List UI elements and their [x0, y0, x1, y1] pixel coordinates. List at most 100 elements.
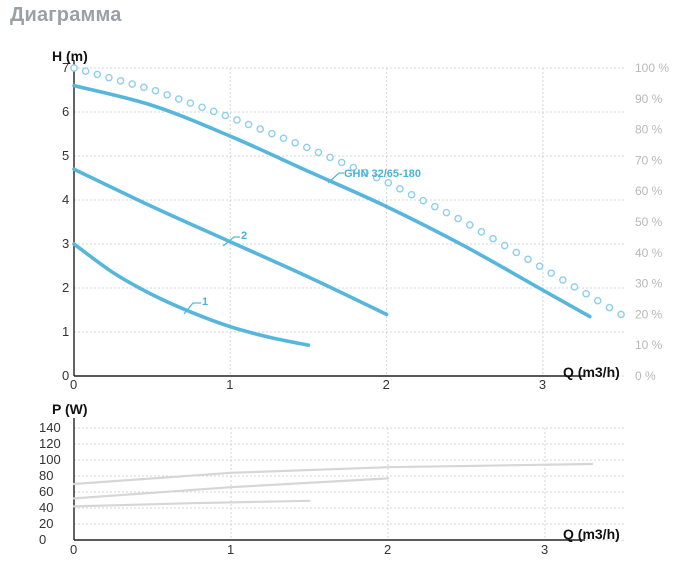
- efficiency-curve-point: [465, 221, 474, 229]
- efficiency-curve-point: [500, 241, 509, 250]
- efficiency-curve-point: [384, 179, 393, 187]
- efficiency-tick-label: 50 %: [635, 215, 663, 229]
- power-x-tick-label: 1: [227, 542, 234, 557]
- head-y-tick-label: 2: [62, 280, 69, 295]
- efficiency-curve-point: [268, 129, 276, 138]
- efficiency-tick-label: 20 %: [635, 307, 663, 321]
- efficiency-curve-point: [524, 255, 532, 264]
- efficiency-curve-point: [547, 269, 556, 277]
- efficiency-tick-label: 100 %: [635, 61, 669, 75]
- efficiency-tick-label: 70 %: [635, 153, 663, 167]
- head-curve-1: [72, 242, 311, 347]
- efficiency-curve-point: [489, 234, 497, 243]
- efficiency-curve-point: [198, 103, 206, 112]
- efficiency-curve-point: [93, 70, 102, 79]
- efficiency-curve-point: [81, 67, 90, 76]
- efficiency-curve-point: [419, 196, 427, 205]
- efficiency-curve-point: [442, 208, 451, 217]
- efficiency-tick-label: 10 %: [635, 338, 663, 352]
- head-x-axis-title: Q (m3/h): [563, 364, 620, 380]
- head-y-tick-label: 0: [62, 368, 69, 383]
- efficiency-tick-label: 40 %: [635, 246, 663, 260]
- efficiency-tick-label: 0 %: [635, 369, 656, 383]
- page-title: Диаграмма: [10, 4, 122, 26]
- head-y-tick-label: 7: [62, 60, 69, 75]
- efficiency-curve-point: [174, 95, 183, 103]
- power-x-axis-title: Q (m3/h): [563, 526, 620, 542]
- head-y-tick-label: 6: [62, 104, 69, 119]
- efficiency-curve-point: [233, 116, 241, 124]
- power-y-tick-label: 0: [39, 532, 46, 547]
- efficiency-curve-point: [396, 184, 404, 193]
- efficiency-curve-point: [593, 296, 602, 305]
- efficiency-curve-point: [477, 228, 486, 236]
- efficiency-tick-label: 60 %: [635, 184, 663, 198]
- head-x-tick-label: 2: [383, 377, 390, 392]
- curve-label-1: 1: [202, 296, 208, 308]
- efficiency-curve-point: [314, 148, 323, 157]
- curve-label-leader-3: [327, 172, 344, 184]
- efficiency-curve-point: [617, 310, 625, 319]
- efficiency-curve-point: [186, 99, 195, 107]
- efficiency-curve-point: [302, 143, 311, 152]
- efficiency-curve-point: [570, 283, 579, 291]
- efficiency-curve-point: [582, 289, 590, 298]
- efficiency-curve-point: [372, 173, 381, 182]
- head-x-tick-label: 3: [539, 377, 546, 392]
- efficiency-curve-point: [140, 83, 148, 92]
- head-grid: [74, 67, 626, 377]
- curve-label-leader-2: [222, 236, 240, 247]
- curve-label-leader-1: [183, 302, 201, 315]
- power-y-tick-label: 60: [39, 484, 53, 499]
- head-y-tick-label: 5: [62, 148, 69, 163]
- efficiency-curve-point: [209, 107, 218, 116]
- head-y-tick-label: 1: [62, 324, 69, 339]
- efficiency-curve-point: [244, 120, 253, 129]
- power-y-tick-label: 80: [39, 468, 53, 483]
- efficiency-curve-point: [605, 303, 614, 312]
- efficiency-curve-point: [116, 77, 125, 85]
- efficiency-tick-label: 30 %: [635, 277, 663, 291]
- efficiency-tick-label: 90 %: [635, 92, 663, 106]
- curve-label-2: 2: [241, 230, 247, 242]
- curve-label-3: GHN 32/65-180: [344, 168, 421, 180]
- efficiency-curve-point: [337, 158, 346, 167]
- efficiency-curve-point: [454, 214, 462, 223]
- power-y-tick-label: 40: [39, 500, 53, 515]
- power-x-tick-label: 2: [384, 542, 391, 557]
- power-grid: [74, 427, 626, 541]
- power-y-tick-label: 120: [39, 436, 61, 451]
- efficiency-curve-point: [279, 134, 288, 143]
- chart-labels: H (m) Q (m3/h) P (W) Q (m3/h) 1 2 GHN 32/65-18…: [52, 48, 620, 542]
- power-y-axis-title: P (W): [52, 401, 88, 417]
- efficiency-curve-point: [70, 64, 78, 72]
- head-curve-2: [72, 167, 389, 317]
- efficiency-curve-point: [256, 125, 265, 133]
- efficiency-curve-point: [535, 262, 544, 271]
- efficiency-curve-point: [431, 202, 439, 211]
- efficiency-curve-point: [163, 91, 171, 99]
- head-y-axis-title: H (m): [52, 48, 88, 64]
- power-curve-3: [72, 462, 594, 486]
- power-y-tick-label: 20: [39, 516, 53, 531]
- power-y-tick-label: 140: [39, 420, 61, 435]
- head-curve-3: [72, 83, 592, 319]
- efficiency-curve-point: [349, 163, 358, 172]
- head-x-tick-label: 1: [226, 377, 233, 392]
- efficiency-curve-point: [105, 73, 113, 82]
- efficiency-curve-point: [361, 168, 369, 177]
- efficiency-curve-point: [151, 86, 160, 95]
- efficiency-curve-point: [326, 153, 334, 162]
- efficiency-curve-point: [407, 190, 416, 199]
- head-x-tick-label: 0: [70, 377, 77, 392]
- efficiency-curve-point: [221, 111, 230, 120]
- power-curve-2: [72, 477, 390, 500]
- power-y-tick-label: 100: [39, 452, 61, 467]
- power-curve-1: [72, 499, 311, 508]
- power-x-tick-label: 3: [541, 542, 548, 557]
- power-series: [72, 462, 594, 508]
- head-y-tick-label: 3: [62, 236, 69, 251]
